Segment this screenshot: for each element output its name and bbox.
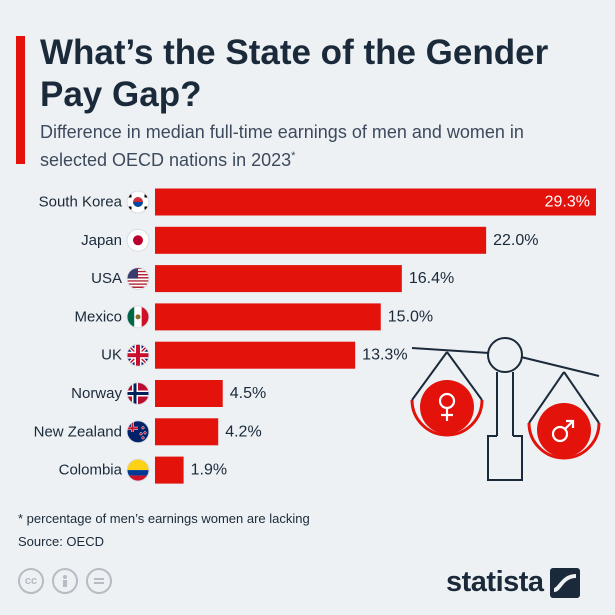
norway-flag-icon xyxy=(126,382,150,405)
creative-commons-icon[interactable]: cc xyxy=(18,568,44,594)
category-label: Colombia xyxy=(59,462,123,479)
bar-row: Colombia 1.9% xyxy=(59,456,227,484)
bar xyxy=(155,380,223,407)
chart-subtitle: Difference in median full-time earnings … xyxy=(40,120,560,172)
chart-title: What’s the State of the Gender Pay Gap? xyxy=(40,33,549,114)
bar-row: South Korea 29.3% xyxy=(39,188,596,216)
statista-mark-icon xyxy=(549,567,580,598)
value-label: 13.3% xyxy=(362,347,407,364)
bar xyxy=(155,265,402,293)
new-zealand-flag-icon xyxy=(126,420,150,444)
bar xyxy=(155,226,487,254)
value-label: 15.0% xyxy=(388,308,433,325)
value-label: 29.3% xyxy=(545,194,590,211)
value-label: 22.0% xyxy=(493,232,538,249)
attribution-icon[interactable] xyxy=(52,568,78,594)
no-derivatives-icon[interactable] xyxy=(86,568,112,594)
bar-row: Mexico 15.0% xyxy=(74,303,433,331)
bar-row: New Zealand 4.2% xyxy=(34,418,262,446)
brand-name: statista xyxy=(446,566,544,598)
category-label: South Korea xyxy=(39,194,123,211)
colombia-flag-icon xyxy=(126,458,150,482)
category-label: Norway xyxy=(71,385,122,402)
bar xyxy=(155,418,219,446)
value-label: 4.5% xyxy=(230,385,266,402)
bar xyxy=(155,456,184,484)
category-label: USA xyxy=(91,270,122,287)
subtitle-text: Difference in median full-time earnings … xyxy=(40,122,524,170)
mexico-flag-icon xyxy=(126,305,150,329)
bar xyxy=(155,341,356,369)
bar-row: USA 16.4% xyxy=(91,265,454,293)
bar-row: UK 13.3% xyxy=(101,341,408,369)
value-label: 4.2% xyxy=(225,423,261,440)
bar xyxy=(155,303,381,331)
accent-bar xyxy=(16,36,25,164)
value-label: 1.9% xyxy=(191,462,227,479)
statista-logo[interactable]: statista xyxy=(446,566,580,599)
bar-row: Japan 22.0% xyxy=(81,226,539,254)
usa-flag-icon xyxy=(126,267,150,291)
value-label: 16.4% xyxy=(409,270,454,287)
japan-flag-icon xyxy=(126,228,150,252)
uk-flag-icon xyxy=(126,343,150,367)
category-label: UK xyxy=(101,347,122,364)
source-note: Source: OECD xyxy=(18,534,104,549)
category-label: Mexico xyxy=(74,308,122,325)
category-label: Japan xyxy=(81,232,122,249)
license-icons: cc xyxy=(18,568,112,594)
bar xyxy=(155,188,596,216)
chart-rows: South Korea 29.3% Japan 22.0% USA 16.4% Mexico… xyxy=(34,188,596,484)
balance-scale-icon xyxy=(410,337,601,481)
south-korea-flag-icon xyxy=(126,190,150,214)
category-label: New Zealand xyxy=(34,423,122,440)
bar-row: Norway 4.5% xyxy=(71,380,266,407)
footnote: * percentage of men’s earnings women are… xyxy=(18,511,310,526)
subtitle-footnote-mark: * xyxy=(291,150,296,162)
